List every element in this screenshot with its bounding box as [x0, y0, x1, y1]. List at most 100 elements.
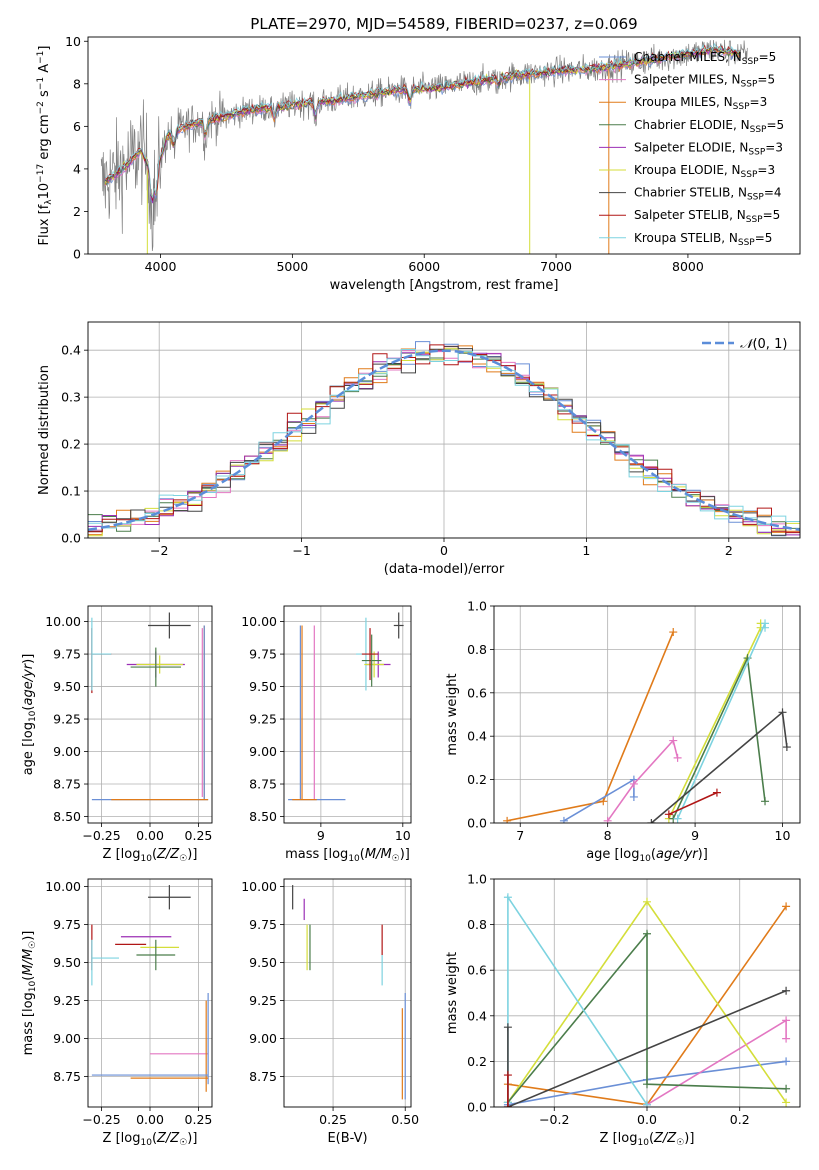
weight-point-chabrier_elodie: [643, 1080, 651, 1089]
label-part: Chabrier ELODIE, N: [634, 118, 750, 132]
y-tick-label: 10.00: [45, 614, 81, 629]
label-part: age/yr: [21, 662, 36, 705]
weight-point-salpeter_stelib: [503, 1071, 512, 1080]
y-tick-label: 9.00: [249, 744, 277, 759]
y-tick-label: 9.25: [249, 712, 277, 727]
x-tick-label: −0.2: [539, 1112, 569, 1127]
label-part: (: [360, 847, 365, 862]
weight-point-salpeter_miles: [669, 736, 678, 745]
weight-point-kroupa_elodie: [643, 897, 651, 906]
label-part: mass weight: [445, 673, 460, 755]
plot-area-weight_vs_age: [494, 606, 800, 823]
y-tick-label: 9.50: [249, 955, 277, 970]
label-part: (: [152, 1131, 157, 1146]
label-part: (: [651, 847, 656, 862]
y-tick-label: 8.75: [249, 1069, 277, 1084]
plot-area-mass_vs_ebv: [284, 879, 411, 1107]
x-tick-label: 0: [440, 543, 448, 558]
legend-entry-salpeter_elodie: Salpeter ELODIE, NSSP=3: [634, 140, 783, 157]
label-part: Chabrier STELIB, N: [634, 186, 747, 200]
y-tick-label: 9.00: [53, 1031, 81, 1046]
y-tick-label: 0.1: [61, 484, 81, 499]
weight-point-kroupa_stelib: [673, 814, 682, 823]
y-tick-label: 9.50: [53, 955, 81, 970]
x-axis-label: (data-model)/error: [384, 562, 505, 577]
y-axis-label: Flux [fλ10−17 erg cm−2 s−1 A−1]: [36, 46, 54, 246]
label-part: −17: [36, 164, 46, 183]
weight-point-salpeter_stelib: [712, 788, 721, 797]
x-tick-label: 10: [775, 828, 791, 843]
x-axis-label: wavelength [Angstrom, rest frame]: [330, 278, 559, 293]
axes-frame: [87, 878, 213, 1108]
y-tick-label: 0.2: [467, 772, 487, 787]
x-tick-label: 8: [604, 828, 612, 843]
label-part: mass [log: [21, 992, 36, 1055]
x-tick-label: 10: [395, 828, 411, 843]
weight-point-chabrier_miles: [782, 1057, 791, 1066]
label-part: E(B-V): [327, 1131, 367, 1146]
label-part: M/M: [365, 847, 392, 862]
y-tick-label: 8: [73, 76, 81, 91]
y-axis-label: mass [log10(M/M☉)]: [21, 931, 38, 1056]
label-part: 10: [639, 854, 651, 864]
label-part: (0, 1): [752, 337, 787, 352]
weight-point-chabrier_miles: [629, 792, 638, 801]
label-part: SSP: [733, 102, 750, 112]
label-part: (: [152, 847, 157, 862]
x-tick-label: 5000: [276, 259, 308, 274]
x-tick-label: 7: [516, 828, 524, 843]
label-part: erg cm: [37, 114, 52, 163]
label-part: (: [21, 706, 36, 711]
panel-residuals: −2 −1 0 1 2 0.0 0.1 0.2 0.3 0.4 (data-model)/error…: [37, 321, 801, 577]
legend-entry-salpeter_miles: Salpeter MILES, NSSP=5: [634, 73, 775, 90]
label-part: Kroupa ELODIE, N: [634, 163, 741, 177]
axes-frame: [87, 605, 213, 824]
label-part: =4: [764, 186, 782, 200]
label-part: 10: [348, 854, 360, 864]
label-part: mass weight: [445, 952, 460, 1034]
y-tick-label: 1.0: [467, 872, 487, 887]
label-part: SSP: [748, 147, 765, 157]
label-part: Salpeter MILES, N: [634, 73, 741, 87]
label-part: M/M: [21, 949, 36, 976]
y-tick-label: 9.50: [53, 679, 81, 694]
panel-mass_vs_z: −0.25 0.00 0.25 8.75 9.00 9.25 9.50 9.75 10.00 Z …: [21, 878, 213, 1148]
plot-area-mass_vs_z: [88, 879, 212, 1107]
weight-point-kroupa_stelib: [643, 1100, 651, 1107]
label-part: 10: [140, 854, 152, 864]
weight-point-salpeter_stelib: [664, 810, 673, 819]
plot-area-spectrum: [100, 39, 748, 254]
weight-line-chabrier_stelib: [507, 989, 787, 1107]
label-part: SSP: [741, 170, 758, 180]
label-part: Z/Z: [653, 1131, 677, 1146]
x-tick-label: 0.25: [185, 1112, 213, 1127]
label-part: =5: [755, 231, 773, 245]
weight-line-kroupa_miles: [506, 631, 674, 822]
axes-frame: [493, 605, 801, 824]
weight-point-salpeter_miles: [629, 779, 638, 788]
label-part: Z/Z: [156, 1131, 180, 1146]
weight-line-salpeter_miles: [607, 738, 679, 822]
weight-point-chabrier_stelib: [778, 708, 787, 717]
y-tick-label: 9.75: [249, 917, 277, 932]
y-axis-label: age [log10(age/yr)]: [21, 654, 38, 776]
x-tick-label: 0.2: [730, 1112, 750, 1127]
label-part: −1: [36, 77, 46, 90]
x-axis-label: Z [log10(Z/Z☉)]: [600, 1131, 695, 1148]
x-tick-label: 4000: [145, 259, 177, 274]
label-part: )]: [400, 847, 410, 862]
y-tick-label: 8.75: [53, 777, 81, 792]
label-part: Flux [f: [37, 204, 52, 245]
weight-point-kroupa_miles: [669, 628, 678, 637]
y-tick-label: 0.3: [61, 390, 81, 405]
axes-frame: [283, 605, 412, 824]
y-axis-label: Normed distribution: [37, 365, 52, 495]
weight-line-kroupa_elodie: [668, 623, 762, 820]
y-tick-label: 2: [73, 204, 81, 219]
label-part: Z [log: [600, 1131, 638, 1146]
y-tick-label: 9.25: [53, 712, 81, 727]
y-tick-label: 4: [73, 161, 81, 176]
weight-point-chabrier_stelib: [782, 986, 791, 995]
x-axis-label: E(B-V): [327, 1131, 367, 1146]
